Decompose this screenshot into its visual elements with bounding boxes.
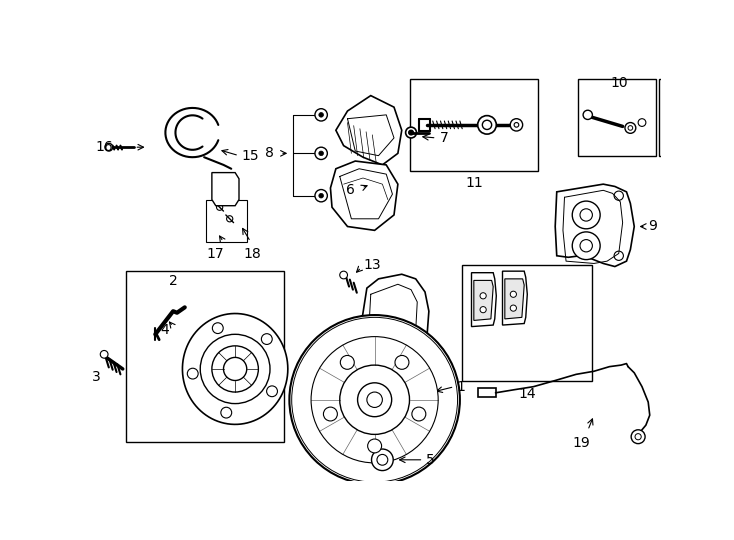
Circle shape (105, 143, 113, 151)
Circle shape (291, 318, 457, 482)
Circle shape (580, 209, 592, 221)
Circle shape (227, 215, 233, 222)
Circle shape (510, 119, 523, 131)
Circle shape (371, 449, 393, 470)
Bar (410, 79, 538, 171)
Circle shape (315, 190, 327, 202)
Circle shape (219, 176, 225, 182)
Text: 17: 17 (207, 247, 225, 260)
Text: 15: 15 (241, 148, 259, 163)
Text: 6: 6 (346, 183, 355, 197)
Text: 8: 8 (265, 146, 274, 160)
Circle shape (324, 407, 338, 421)
Circle shape (319, 193, 324, 198)
Text: 18: 18 (243, 247, 261, 260)
Bar (479, 388, 495, 397)
Polygon shape (555, 184, 634, 267)
Text: 7: 7 (440, 131, 448, 145)
Circle shape (315, 147, 327, 159)
Circle shape (510, 305, 517, 311)
Polygon shape (503, 271, 527, 325)
Circle shape (223, 357, 247, 381)
Circle shape (367, 392, 382, 408)
Circle shape (217, 204, 222, 210)
Polygon shape (336, 96, 401, 165)
Circle shape (614, 251, 623, 260)
Circle shape (368, 439, 382, 453)
Polygon shape (505, 279, 524, 319)
Bar (578, 79, 656, 156)
Bar (659, 79, 734, 156)
Circle shape (200, 334, 270, 403)
Text: 16: 16 (95, 140, 113, 154)
Text: 3: 3 (92, 370, 101, 383)
Circle shape (635, 434, 642, 440)
Circle shape (319, 151, 324, 156)
Circle shape (625, 123, 636, 133)
Circle shape (573, 232, 600, 260)
Text: 5: 5 (426, 453, 435, 467)
Polygon shape (212, 173, 239, 206)
Circle shape (221, 407, 232, 418)
Circle shape (212, 346, 258, 392)
Circle shape (583, 110, 592, 119)
Circle shape (219, 197, 225, 202)
Bar (206, 200, 247, 242)
Text: 4: 4 (161, 323, 170, 338)
Circle shape (478, 116, 496, 134)
Circle shape (266, 386, 277, 397)
Polygon shape (183, 314, 288, 424)
Circle shape (101, 350, 108, 358)
Text: 10: 10 (610, 76, 628, 90)
Circle shape (261, 334, 272, 345)
Circle shape (480, 307, 486, 313)
Bar (462, 265, 592, 381)
Circle shape (628, 126, 633, 130)
Circle shape (580, 240, 592, 252)
Circle shape (412, 407, 426, 421)
Text: 12: 12 (336, 323, 354, 338)
Text: 1: 1 (457, 380, 465, 394)
Circle shape (289, 315, 460, 484)
Text: 2: 2 (169, 274, 178, 288)
Text: 9: 9 (648, 219, 657, 233)
Circle shape (379, 330, 386, 338)
Circle shape (377, 455, 388, 465)
Circle shape (315, 109, 327, 121)
Polygon shape (330, 161, 398, 231)
Text: 19: 19 (573, 436, 590, 450)
Polygon shape (471, 273, 496, 327)
Polygon shape (361, 274, 429, 384)
Circle shape (340, 271, 347, 279)
Circle shape (614, 191, 623, 200)
Circle shape (311, 336, 438, 463)
Circle shape (409, 130, 413, 135)
Circle shape (510, 291, 517, 298)
Circle shape (480, 293, 486, 299)
Circle shape (514, 123, 519, 127)
Text: 14: 14 (518, 387, 536, 401)
Text: 13: 13 (363, 258, 381, 272)
Circle shape (573, 201, 600, 229)
Polygon shape (474, 280, 493, 320)
Circle shape (340, 365, 410, 434)
Circle shape (406, 127, 416, 138)
Circle shape (187, 368, 198, 379)
Circle shape (319, 112, 324, 117)
Circle shape (638, 119, 646, 126)
Circle shape (631, 430, 645, 444)
Circle shape (341, 355, 355, 369)
Bar (126, 271, 284, 442)
Circle shape (395, 355, 409, 369)
Text: 11: 11 (466, 177, 484, 191)
Circle shape (357, 383, 392, 417)
Circle shape (482, 120, 492, 130)
Circle shape (212, 323, 223, 334)
